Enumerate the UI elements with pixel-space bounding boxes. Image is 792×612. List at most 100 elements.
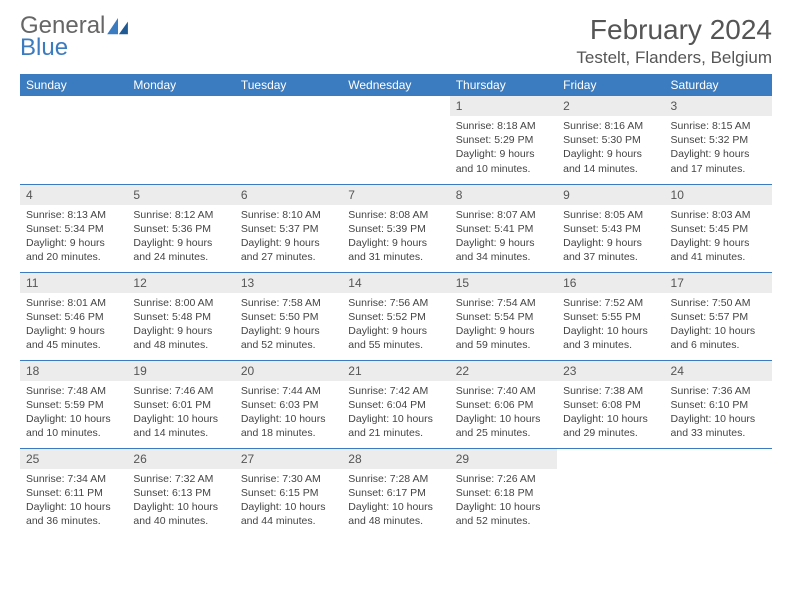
day-number: 3 [665, 96, 772, 116]
day-details: Sunrise: 7:42 AMSunset: 6:04 PMDaylight:… [342, 381, 449, 445]
calendar-week-row: 25Sunrise: 7:34 AMSunset: 6:11 PMDayligh… [20, 448, 772, 536]
calendar-day-cell: 3Sunrise: 8:15 AMSunset: 5:32 PMDaylight… [665, 96, 772, 184]
calendar-day-cell [20, 96, 127, 184]
calendar-day-cell: 21Sunrise: 7:42 AMSunset: 6:04 PMDayligh… [342, 360, 449, 448]
day-number: 13 [235, 273, 342, 293]
day-number: 5 [127, 185, 234, 205]
page-header: General Blue February 2024 Testelt, Flan… [20, 14, 772, 68]
calendar-day-cell: 24Sunrise: 7:36 AMSunset: 6:10 PMDayligh… [665, 360, 772, 448]
day-details: Sunrise: 7:52 AMSunset: 5:55 PMDaylight:… [557, 293, 664, 357]
calendar-table: Sunday Monday Tuesday Wednesday Thursday… [20, 74, 772, 536]
calendar-week-row: 18Sunrise: 7:48 AMSunset: 5:59 PMDayligh… [20, 360, 772, 448]
calendar-day-cell: 9Sunrise: 8:05 AMSunset: 5:43 PMDaylight… [557, 184, 664, 272]
calendar-day-cell [557, 448, 664, 536]
calendar-week-row: 1Sunrise: 8:18 AMSunset: 5:29 PMDaylight… [20, 96, 772, 184]
calendar-day-cell: 26Sunrise: 7:32 AMSunset: 6:13 PMDayligh… [127, 448, 234, 536]
calendar-day-cell: 25Sunrise: 7:34 AMSunset: 6:11 PMDayligh… [20, 448, 127, 536]
day-number: 16 [557, 273, 664, 293]
day-number: 27 [235, 449, 342, 469]
day-details: Sunrise: 7:44 AMSunset: 6:03 PMDaylight:… [235, 381, 342, 445]
day-details: Sunrise: 8:15 AMSunset: 5:32 PMDaylight:… [665, 116, 772, 180]
day-header: Friday [557, 74, 664, 96]
brand-name-b: Blue [20, 36, 105, 60]
day-number: 19 [127, 361, 234, 381]
calendar-day-cell: 18Sunrise: 7:48 AMSunset: 5:59 PMDayligh… [20, 360, 127, 448]
day-details: Sunrise: 8:03 AMSunset: 5:45 PMDaylight:… [665, 205, 772, 269]
day-details: Sunrise: 8:12 AMSunset: 5:36 PMDaylight:… [127, 205, 234, 269]
day-header: Monday [127, 74, 234, 96]
day-details: Sunrise: 8:13 AMSunset: 5:34 PMDaylight:… [20, 205, 127, 269]
day-details: Sunrise: 8:16 AMSunset: 5:30 PMDaylight:… [557, 116, 664, 180]
day-number: 28 [342, 449, 449, 469]
day-details: Sunrise: 7:58 AMSunset: 5:50 PMDaylight:… [235, 293, 342, 357]
day-header: Thursday [450, 74, 557, 96]
calendar-day-cell: 13Sunrise: 7:58 AMSunset: 5:50 PMDayligh… [235, 272, 342, 360]
day-number: 20 [235, 361, 342, 381]
calendar-day-cell: 22Sunrise: 7:40 AMSunset: 6:06 PMDayligh… [450, 360, 557, 448]
day-details: Sunrise: 8:00 AMSunset: 5:48 PMDaylight:… [127, 293, 234, 357]
calendar-day-cell: 27Sunrise: 7:30 AMSunset: 6:15 PMDayligh… [235, 448, 342, 536]
calendar-day-cell: 6Sunrise: 8:10 AMSunset: 5:37 PMDaylight… [235, 184, 342, 272]
day-number: 14 [342, 273, 449, 293]
day-number: 11 [20, 273, 127, 293]
day-number: 23 [557, 361, 664, 381]
calendar-day-cell [127, 96, 234, 184]
day-details: Sunrise: 8:08 AMSunset: 5:39 PMDaylight:… [342, 205, 449, 269]
calendar-day-cell: 23Sunrise: 7:38 AMSunset: 6:08 PMDayligh… [557, 360, 664, 448]
day-number: 2 [557, 96, 664, 116]
calendar-day-cell: 16Sunrise: 7:52 AMSunset: 5:55 PMDayligh… [557, 272, 664, 360]
calendar-day-cell [342, 96, 449, 184]
day-details: Sunrise: 7:32 AMSunset: 6:13 PMDaylight:… [127, 469, 234, 533]
day-header-row: Sunday Monday Tuesday Wednesday Thursday… [20, 74, 772, 96]
calendar-day-cell [665, 448, 772, 536]
calendar-day-cell: 1Sunrise: 8:18 AMSunset: 5:29 PMDaylight… [450, 96, 557, 184]
day-number: 26 [127, 449, 234, 469]
day-header: Saturday [665, 74, 772, 96]
calendar-day-cell: 14Sunrise: 7:56 AMSunset: 5:52 PMDayligh… [342, 272, 449, 360]
day-details: Sunrise: 7:56 AMSunset: 5:52 PMDaylight:… [342, 293, 449, 357]
calendar-day-cell: 20Sunrise: 7:44 AMSunset: 6:03 PMDayligh… [235, 360, 342, 448]
calendar-day-cell: 10Sunrise: 8:03 AMSunset: 5:45 PMDayligh… [665, 184, 772, 272]
day-details: Sunrise: 8:05 AMSunset: 5:43 PMDaylight:… [557, 205, 664, 269]
calendar-day-cell: 5Sunrise: 8:12 AMSunset: 5:36 PMDaylight… [127, 184, 234, 272]
calendar-day-cell [235, 96, 342, 184]
title-block: February 2024 Testelt, Flanders, Belgium [576, 14, 772, 68]
calendar-day-cell: 11Sunrise: 8:01 AMSunset: 5:46 PMDayligh… [20, 272, 127, 360]
day-details: Sunrise: 8:10 AMSunset: 5:37 PMDaylight:… [235, 205, 342, 269]
month-title: February 2024 [576, 14, 772, 46]
calendar-day-cell: 4Sunrise: 8:13 AMSunset: 5:34 PMDaylight… [20, 184, 127, 272]
day-number: 29 [450, 449, 557, 469]
day-number: 10 [665, 185, 772, 205]
day-number: 12 [127, 273, 234, 293]
day-number: 21 [342, 361, 449, 381]
day-number: 18 [20, 361, 127, 381]
day-details: Sunrise: 7:28 AMSunset: 6:17 PMDaylight:… [342, 469, 449, 533]
day-header: Wednesday [342, 74, 449, 96]
day-number: 15 [450, 273, 557, 293]
calendar-day-cell: 17Sunrise: 7:50 AMSunset: 5:57 PMDayligh… [665, 272, 772, 360]
day-number: 9 [557, 185, 664, 205]
calendar-day-cell: 15Sunrise: 7:54 AMSunset: 5:54 PMDayligh… [450, 272, 557, 360]
calendar-day-cell: 7Sunrise: 8:08 AMSunset: 5:39 PMDaylight… [342, 184, 449, 272]
calendar-day-cell: 8Sunrise: 8:07 AMSunset: 5:41 PMDaylight… [450, 184, 557, 272]
day-number: 17 [665, 273, 772, 293]
day-details: Sunrise: 7:36 AMSunset: 6:10 PMDaylight:… [665, 381, 772, 445]
calendar-day-cell: 29Sunrise: 7:26 AMSunset: 6:18 PMDayligh… [450, 448, 557, 536]
day-number: 6 [235, 185, 342, 205]
day-details: Sunrise: 8:01 AMSunset: 5:46 PMDaylight:… [20, 293, 127, 357]
day-details: Sunrise: 7:26 AMSunset: 6:18 PMDaylight:… [450, 469, 557, 533]
day-details: Sunrise: 8:18 AMSunset: 5:29 PMDaylight:… [450, 116, 557, 180]
calendar-week-row: 4Sunrise: 8:13 AMSunset: 5:34 PMDaylight… [20, 184, 772, 272]
calendar-day-cell: 12Sunrise: 8:00 AMSunset: 5:48 PMDayligh… [127, 272, 234, 360]
day-details: Sunrise: 7:50 AMSunset: 5:57 PMDaylight:… [665, 293, 772, 357]
day-details: Sunrise: 7:30 AMSunset: 6:15 PMDaylight:… [235, 469, 342, 533]
day-details: Sunrise: 7:34 AMSunset: 6:11 PMDaylight:… [20, 469, 127, 533]
location-subtitle: Testelt, Flanders, Belgium [576, 48, 772, 68]
calendar-day-cell: 28Sunrise: 7:28 AMSunset: 6:17 PMDayligh… [342, 448, 449, 536]
day-number: 7 [342, 185, 449, 205]
sail-icon [107, 18, 129, 36]
day-details: Sunrise: 7:48 AMSunset: 5:59 PMDaylight:… [20, 381, 127, 445]
day-details: Sunrise: 7:40 AMSunset: 6:06 PMDaylight:… [450, 381, 557, 445]
day-details: Sunrise: 7:46 AMSunset: 6:01 PMDaylight:… [127, 381, 234, 445]
day-header: Sunday [20, 74, 127, 96]
